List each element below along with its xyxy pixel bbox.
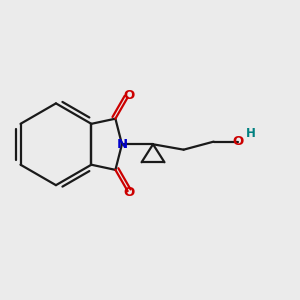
Text: O: O [124,89,135,102]
Text: O: O [232,135,244,148]
Text: N: N [116,138,128,151]
Text: O: O [124,186,135,199]
Text: H: H [246,127,256,140]
